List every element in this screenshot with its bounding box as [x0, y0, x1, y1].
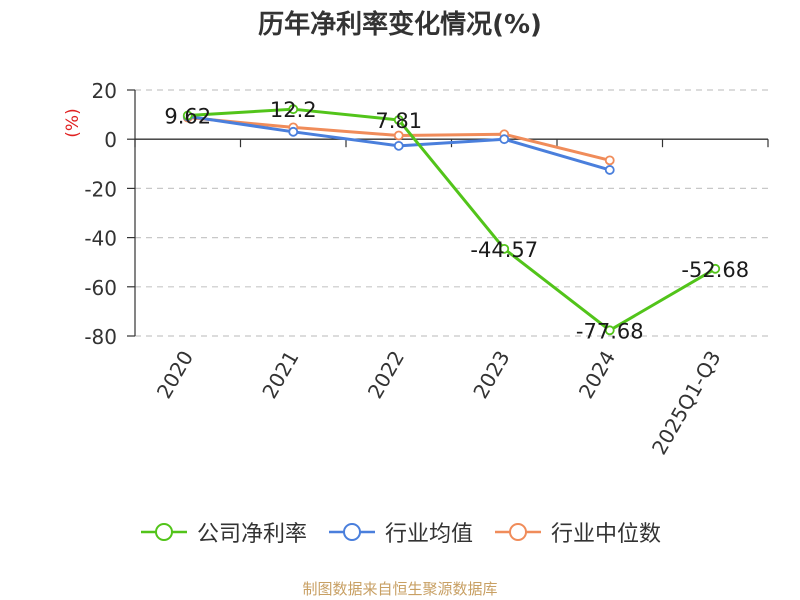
data-point: [499, 134, 510, 145]
x-tick-label: 2021: [257, 347, 303, 403]
y-tick-label: -20: [84, 177, 117, 201]
y-tick-label: -80: [84, 325, 117, 349]
chart-title: 历年净利率变化情况(%): [258, 10, 542, 40]
data-point: [604, 155, 615, 166]
data-labels: 9.62 12.2 7.81 -44.57 -77.68 -52.68: [164, 98, 749, 343]
x-tick-label: 2024: [574, 347, 620, 403]
data-point: [604, 325, 615, 336]
data-point: [182, 110, 193, 121]
x-tick-label: 2025Q1-Q3: [647, 347, 726, 459]
y-tick-label: 20: [92, 79, 117, 103]
grid-lines: [135, 89, 768, 337]
y-axis-label: (%): [63, 108, 83, 137]
data-point: [393, 140, 404, 151]
legend-marker-icon: [495, 523, 541, 541]
data-label: -44.57: [470, 238, 538, 262]
legend-item[interactable]: 行业中位数: [493, 516, 661, 548]
y-tick-label: -60: [84, 276, 117, 300]
series-line: [187, 107, 717, 332]
legend-label: 行业均值: [384, 522, 473, 547]
x-tick-label: 2023: [468, 347, 514, 403]
data-point: [288, 104, 299, 115]
legend-circle: [509, 523, 527, 541]
data-label: 12.2: [270, 98, 317, 122]
legend-circle: [154, 523, 173, 541]
legend-item[interactable]: 行业均值: [327, 516, 473, 548]
legend-item[interactable]: 公司净利率: [139, 516, 307, 548]
data-point: [710, 263, 721, 274]
data-point: [499, 243, 510, 254]
legend: 公司净利率 行业均值 行业中位数: [0, 516, 800, 548]
data-label: -52.68: [681, 258, 749, 282]
data-point: [393, 130, 404, 141]
data-point: [393, 115, 404, 125]
data-point: [604, 165, 615, 175]
x-tick-label: 2020: [152, 347, 198, 403]
x-tick-label: 2022: [363, 347, 409, 403]
legend-label: 行业中位数: [551, 522, 662, 547]
data-label: 9.62: [164, 105, 211, 129]
source-note: 制图数据来自恒生聚源数据库: [302, 580, 498, 598]
legend-label: 公司净利率: [196, 522, 307, 547]
series: [182, 104, 721, 336]
y-tick-label: 0: [104, 128, 117, 152]
data-label: -77.68: [576, 319, 644, 343]
y-tick-label: -40: [84, 227, 117, 251]
legend-circle: [342, 523, 361, 541]
legend-marker-icon: [328, 523, 375, 541]
data-point: [288, 126, 299, 137]
legend-marker-icon: [140, 523, 187, 541]
data-label: 7.81: [375, 109, 422, 133]
